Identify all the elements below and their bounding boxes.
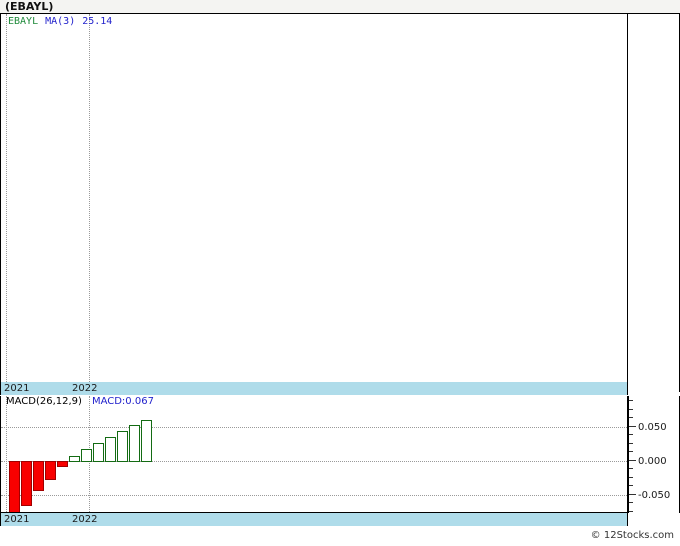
macd-axis-tick-minor xyxy=(629,485,633,486)
macd-axis-tick-minor xyxy=(629,451,633,452)
macd-axis-tick-minor xyxy=(629,417,633,418)
year-label-top: 2022 xyxy=(72,383,98,394)
price-legend-ma-value: 25.14 xyxy=(82,16,113,27)
page-title: (EBAYL) xyxy=(5,0,54,13)
macd-axis-tick-minor xyxy=(629,477,633,478)
macd-legend-value: MACD:0.067 xyxy=(91,396,154,407)
price-vertical-gridline xyxy=(89,14,90,392)
macd-axis-tick-minor xyxy=(629,443,633,444)
year-label-bottom: 2022 xyxy=(72,514,98,525)
footer: © 12Stocks.com xyxy=(0,527,680,546)
price-legend-symbol: EBAYL xyxy=(8,16,39,27)
macd-plot-area xyxy=(1,396,627,512)
macd-histogram-bar xyxy=(21,461,32,506)
price-right-axis xyxy=(628,14,680,392)
macd-right-axis: 0.050 0.000 -0.050 xyxy=(628,396,680,513)
macd-axis-spine xyxy=(628,396,629,513)
macd-histogram-bar xyxy=(81,449,92,462)
macd-axis-tick-minor xyxy=(629,434,633,435)
macd-histogram-bar xyxy=(33,461,44,491)
year-axis-top: 2021 2022 xyxy=(0,382,628,395)
macd-axis-tick-minor xyxy=(629,502,633,503)
macd-histogram-bar xyxy=(93,443,104,462)
macd-histogram-bar xyxy=(69,456,80,462)
macd-legend-label: MACD(26,12,9) xyxy=(6,396,82,407)
macd-histogram-bar xyxy=(45,461,56,480)
macd-axis-tick-major xyxy=(629,460,636,461)
price-legend: EBAYL MA(3) 25.14 xyxy=(8,16,112,28)
price-chart-panel[interactable]: EBAYL MA(3) 25.14 xyxy=(0,14,628,392)
macd-axis-tick-minor xyxy=(629,400,633,401)
macd-histogram-bar xyxy=(129,425,140,462)
macd-axis-label: 0.050 xyxy=(638,422,667,433)
macd-axis-label: 0.000 xyxy=(638,456,667,467)
macd-horizontal-gridline xyxy=(1,495,627,496)
price-legend-ma-label: MA(3) xyxy=(45,16,76,27)
macd-histogram-bar xyxy=(105,437,116,462)
macd-axis-tick-minor xyxy=(629,409,633,410)
year-label-top: 2021 xyxy=(4,383,30,394)
macd-vertical-gridline xyxy=(6,396,7,512)
macd-histogram-bar xyxy=(57,461,68,467)
price-vertical-gridline xyxy=(6,14,7,392)
year-axis-bottom: 2021 2022 xyxy=(0,513,628,526)
macd-histogram-bar xyxy=(9,461,20,512)
macd-axis-tick-minor xyxy=(629,468,633,469)
year-label-bottom: 2021 xyxy=(4,514,30,525)
macd-histogram-bar xyxy=(141,420,152,462)
macd-axis-tick-major xyxy=(629,426,636,427)
macd-axis-tick-minor xyxy=(629,511,633,512)
macd-histogram-bar xyxy=(117,431,128,462)
window-titlebar: (EBAYL) xyxy=(0,0,680,14)
price-plot-area xyxy=(1,14,627,392)
macd-horizontal-gridline xyxy=(1,461,627,462)
copyright-label: © 12Stocks.com xyxy=(590,530,674,541)
macd-axis-label: -0.050 xyxy=(638,490,671,501)
macd-chart-panel[interactable]: MACD(26,12,9) MACD:0.067 xyxy=(0,396,628,513)
macd-legend: MACD(26,12,9) MACD:0.067 xyxy=(6,396,154,408)
macd-axis-tick-major xyxy=(629,494,636,495)
macd-horizontal-gridline xyxy=(1,427,627,428)
